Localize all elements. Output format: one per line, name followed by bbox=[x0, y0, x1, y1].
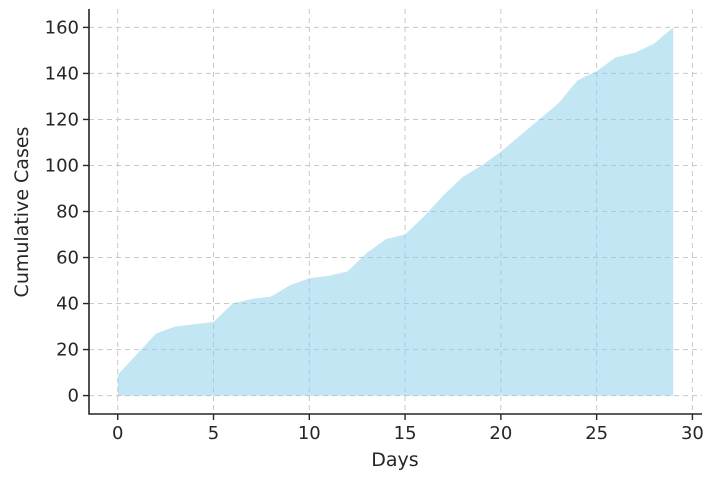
area-fill bbox=[117, 27, 674, 396]
x-tick-label: 5 bbox=[208, 423, 219, 444]
y-tick-label: 80 bbox=[56, 202, 79, 223]
y-tick-label: 40 bbox=[56, 294, 79, 315]
y-axis-ticks: 0 20 40 60 80 100 120 140 160 bbox=[45, 17, 89, 407]
y-tick-label: 140 bbox=[45, 63, 79, 84]
y-tick-label: 20 bbox=[56, 340, 79, 361]
y-axis-label: Cumulative Cases bbox=[11, 127, 33, 298]
axes bbox=[88, 9, 702, 415]
y-tick-label: 160 bbox=[45, 17, 79, 38]
y-tick-label: 120 bbox=[45, 109, 79, 130]
y-tick-label: 0 bbox=[68, 386, 79, 407]
axes-frame bbox=[88, 9, 702, 415]
y-tick-label: 100 bbox=[45, 155, 79, 176]
x-tick-label: 20 bbox=[489, 423, 512, 444]
x-axis-label: Days bbox=[371, 449, 418, 471]
y-tick-label: 60 bbox=[56, 248, 79, 269]
x-tick-label: 0 bbox=[112, 423, 123, 444]
x-tick-label: 10 bbox=[298, 423, 321, 444]
x-tick-label: 25 bbox=[585, 423, 608, 444]
x-axis-ticks: 0 5 10 15 20 25 30 bbox=[112, 414, 704, 444]
x-tick-label: 15 bbox=[394, 423, 417, 444]
area-series bbox=[117, 27, 674, 396]
x-tick-label: 30 bbox=[681, 423, 704, 444]
